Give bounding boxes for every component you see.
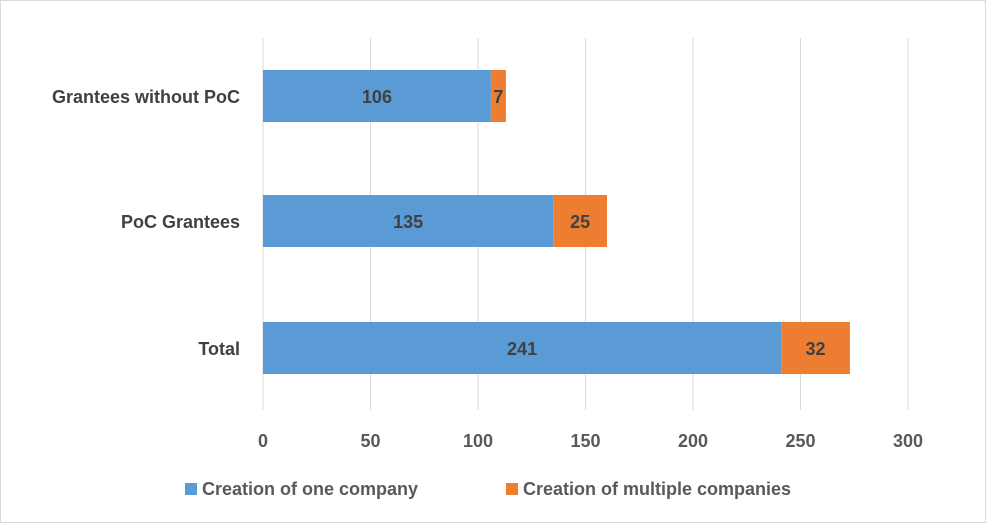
bar-multiple-companies-2 — [781, 322, 850, 374]
data-label: 106 — [362, 87, 392, 107]
data-labels: 106 7 135 25 241 32 — [362, 87, 826, 359]
x-tick-labels: 0 50 100 150 200 250 300 — [258, 431, 923, 451]
bar-one-company-2 — [263, 322, 782, 374]
data-label: 25 — [570, 212, 590, 232]
bar-multiple-companies-1 — [553, 195, 607, 247]
data-label: 7 — [493, 87, 503, 107]
legend-label: Creation of multiple companies — [523, 479, 791, 499]
data-label: 32 — [806, 339, 826, 359]
category-label: Total — [198, 339, 240, 359]
bar-one-company-0 — [263, 70, 491, 122]
data-label: 135 — [393, 212, 423, 232]
category-label: PoC Grantees — [121, 212, 240, 232]
category-labels: Grantees without PoC PoC Grantees Total — [52, 87, 240, 359]
x-tick-label: 0 — [258, 431, 268, 451]
bar-multiple-companies-0 — [490, 70, 506, 122]
legend-swatch-0 — [185, 483, 197, 495]
x-tick-label: 200 — [678, 431, 708, 451]
data-label: 241 — [507, 339, 537, 359]
legend-swatch-1 — [506, 483, 518, 495]
x-tick-label: 300 — [893, 431, 923, 451]
bars — [263, 70, 850, 374]
x-tick-label: 100 — [463, 431, 493, 451]
legend: Creation of one company Creation of multi… — [185, 479, 791, 499]
x-tick-label: 150 — [570, 431, 600, 451]
x-tick-label: 50 — [360, 431, 380, 451]
x-tick-label: 250 — [785, 431, 815, 451]
bar-one-company-1 — [263, 195, 554, 247]
category-label: Grantees without PoC — [52, 87, 240, 107]
legend-label: Creation of one company — [202, 479, 418, 499]
